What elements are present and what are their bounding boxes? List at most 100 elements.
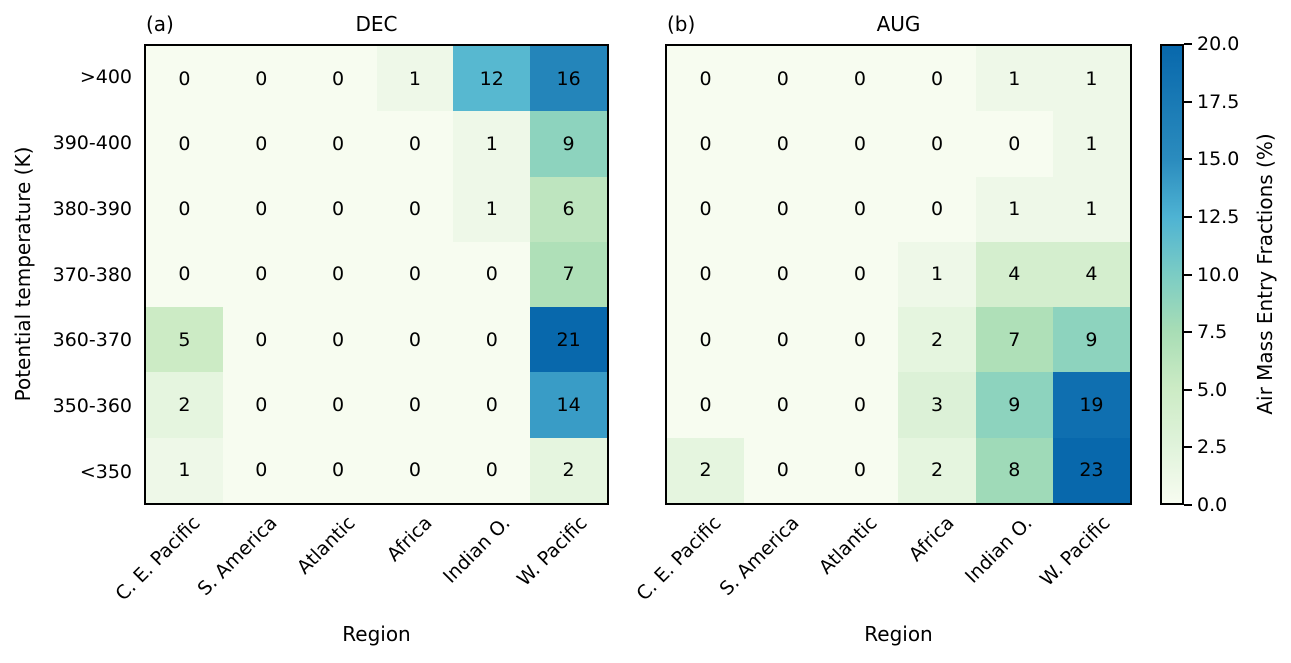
heatmap-cell: 0 [667, 372, 745, 438]
heatmap-cell: 8 [975, 437, 1053, 503]
heatmap-cell: 0 [299, 111, 377, 177]
heatmap-cell: 1 [898, 241, 976, 308]
heatmap-cell: 0 [222, 307, 300, 373]
heatmap-cell: 0 [975, 111, 1053, 177]
heatmap-cell: 0 [821, 437, 899, 503]
y-tick-label: >400 [79, 65, 132, 88]
heatmap-cell: 0 [299, 437, 377, 503]
colorbar-tick-mark [1184, 215, 1192, 218]
colorbar-tick-mark [1184, 446, 1192, 449]
heatmap-cell: 0 [667, 307, 745, 373]
heatmap-cell: 0 [222, 111, 300, 177]
heatmap-cell: 0 [376, 176, 454, 242]
heatmap-cell: 0 [821, 307, 899, 373]
heatmap-cell: 0 [667, 46, 745, 112]
heatmap-cell: 12 [453, 46, 531, 112]
colorbar-tick-label: 15.0 [1197, 148, 1240, 171]
colorbar-label: Air Mass Entry Fractions (%) [1253, 133, 1277, 415]
heatmap-cell: 0 [744, 176, 822, 242]
heatmap-cell: 0 [222, 46, 300, 112]
heatmap-cell: 0 [744, 437, 822, 503]
heatmap-cell: 0 [146, 46, 223, 112]
heatmap-cell: 0 [376, 111, 454, 177]
heatmap-cell: 1 [1052, 176, 1130, 242]
colorbar-tick-mark [1184, 43, 1192, 45]
colorbar-tick-label: 0.0 [1197, 494, 1228, 516]
y-tick-label: 370-380 [52, 263, 132, 286]
heatmap-cell: 0 [667, 241, 745, 308]
heatmap-cell: 0 [453, 372, 531, 438]
heatmap-cell: 0 [299, 372, 377, 438]
colorbar-tick-mark [1184, 331, 1192, 334]
heatmap-cell: 0 [376, 372, 454, 438]
x-axis-label-a: Region [342, 622, 411, 646]
heatmap-cell: 2 [146, 372, 223, 438]
heatmap-cell: 0 [222, 437, 300, 503]
heatmap-cell: 0 [898, 176, 976, 242]
colorbar [1160, 44, 1184, 505]
heatmap-cell: 0 [821, 111, 899, 177]
heatmap-cell: 0 [376, 307, 454, 373]
heatmap-cell: 1 [975, 46, 1053, 112]
heatmap-cell: 0 [667, 176, 745, 242]
heatmap-cell: 0 [453, 241, 531, 308]
heatmap-cell: 0 [667, 111, 745, 177]
heatmap-cell: 9 [1052, 307, 1130, 373]
panel-b-title: AUG [876, 12, 921, 36]
y-tick-label: 360-370 [52, 329, 132, 352]
y-tick-label: <350 [79, 461, 132, 484]
heatmap-cell: 3 [898, 372, 976, 438]
heatmap-cell: 0 [299, 46, 377, 112]
heatmap-a: 0 0 0 1 12 16 0 0 0 0 1 9 0 0 0 0 1 6 0 0 0 0 0 7 5 0 0 0 0 21 2 0 0 0 0 14… [144, 44, 609, 505]
heatmap-cell: 0 [299, 307, 377, 373]
heatmap-cell: 1 [453, 111, 531, 177]
heatmap-cell: 2 [530, 437, 607, 503]
heatmap-cell: 0 [744, 46, 822, 112]
heatmap-cell: 19 [1052, 372, 1130, 438]
colorbar-tick-mark [1184, 158, 1192, 161]
heatmap-cell: 9 [975, 372, 1053, 438]
heatmap-cell: 2 [667, 437, 745, 503]
heatmap-cell: 23 [1052, 437, 1130, 503]
heatmap-cell: 0 [299, 176, 377, 242]
heatmap-cell: 0 [898, 46, 976, 112]
heatmap-cell: 1 [1052, 111, 1130, 177]
colorbar-tick-label: 2.5 [1197, 436, 1228, 459]
heatmap-cell: 2 [898, 307, 976, 373]
heatmap-cell: 0 [744, 111, 822, 177]
heatmap-cell: 0 [821, 176, 899, 242]
heatmap-cell: 1 [146, 437, 223, 503]
heatmap-cell: 0 [744, 307, 822, 373]
heatmap-cell: 1 [376, 46, 454, 112]
colorbar-tick-mark [1184, 504, 1192, 506]
heatmap-cell: 0 [821, 372, 899, 438]
heatmap-cell: 0 [146, 111, 223, 177]
heatmap-cell: 0 [146, 241, 223, 308]
x-axis-label-b: Region [864, 622, 933, 646]
heatmap-cell: 0 [376, 437, 454, 503]
heatmap-cell: 0 [146, 176, 223, 242]
panel-a-title: DEC [355, 12, 398, 36]
heatmap-cell: 2 [898, 437, 976, 503]
colorbar-tick-label: 17.5 [1197, 90, 1240, 113]
heatmap-b: 0 0 0 0 1 1 0 0 0 0 0 1 0 0 0 0 1 1 0 0 0 1 4 4 0 0 0 2 7 9 0 0 0 3 9 19 2 0 0… [665, 44, 1132, 505]
y-tick-label: 390-400 [52, 131, 132, 154]
heatmap-cell: 16 [530, 46, 607, 112]
y-axis-label: Potential temperature (K) [11, 146, 35, 402]
heatmap-cell: 14 [530, 372, 607, 438]
heatmap-cell: 0 [453, 307, 531, 373]
heatmap-cell: 1 [453, 176, 531, 242]
heatmap-cell: 5 [146, 307, 223, 373]
heatmap-cell: 0 [222, 176, 300, 242]
panel-a-corner-label: (a) [146, 12, 174, 36]
colorbar-tick-label: 5.0 [1197, 378, 1228, 401]
heatmap-cell: 6 [530, 176, 607, 242]
heatmap-cell: 0 [376, 241, 454, 308]
heatmap-cell: 0 [821, 46, 899, 112]
colorbar-tick-label: 7.5 [1197, 321, 1228, 344]
heatmap-cell: 0 [453, 437, 531, 503]
heatmap-cell: 4 [1052, 241, 1130, 308]
colorbar-tick-mark [1184, 273, 1192, 276]
heatmap-cell: 0 [299, 241, 377, 308]
colorbar-tick-label: 12.5 [1197, 205, 1240, 228]
